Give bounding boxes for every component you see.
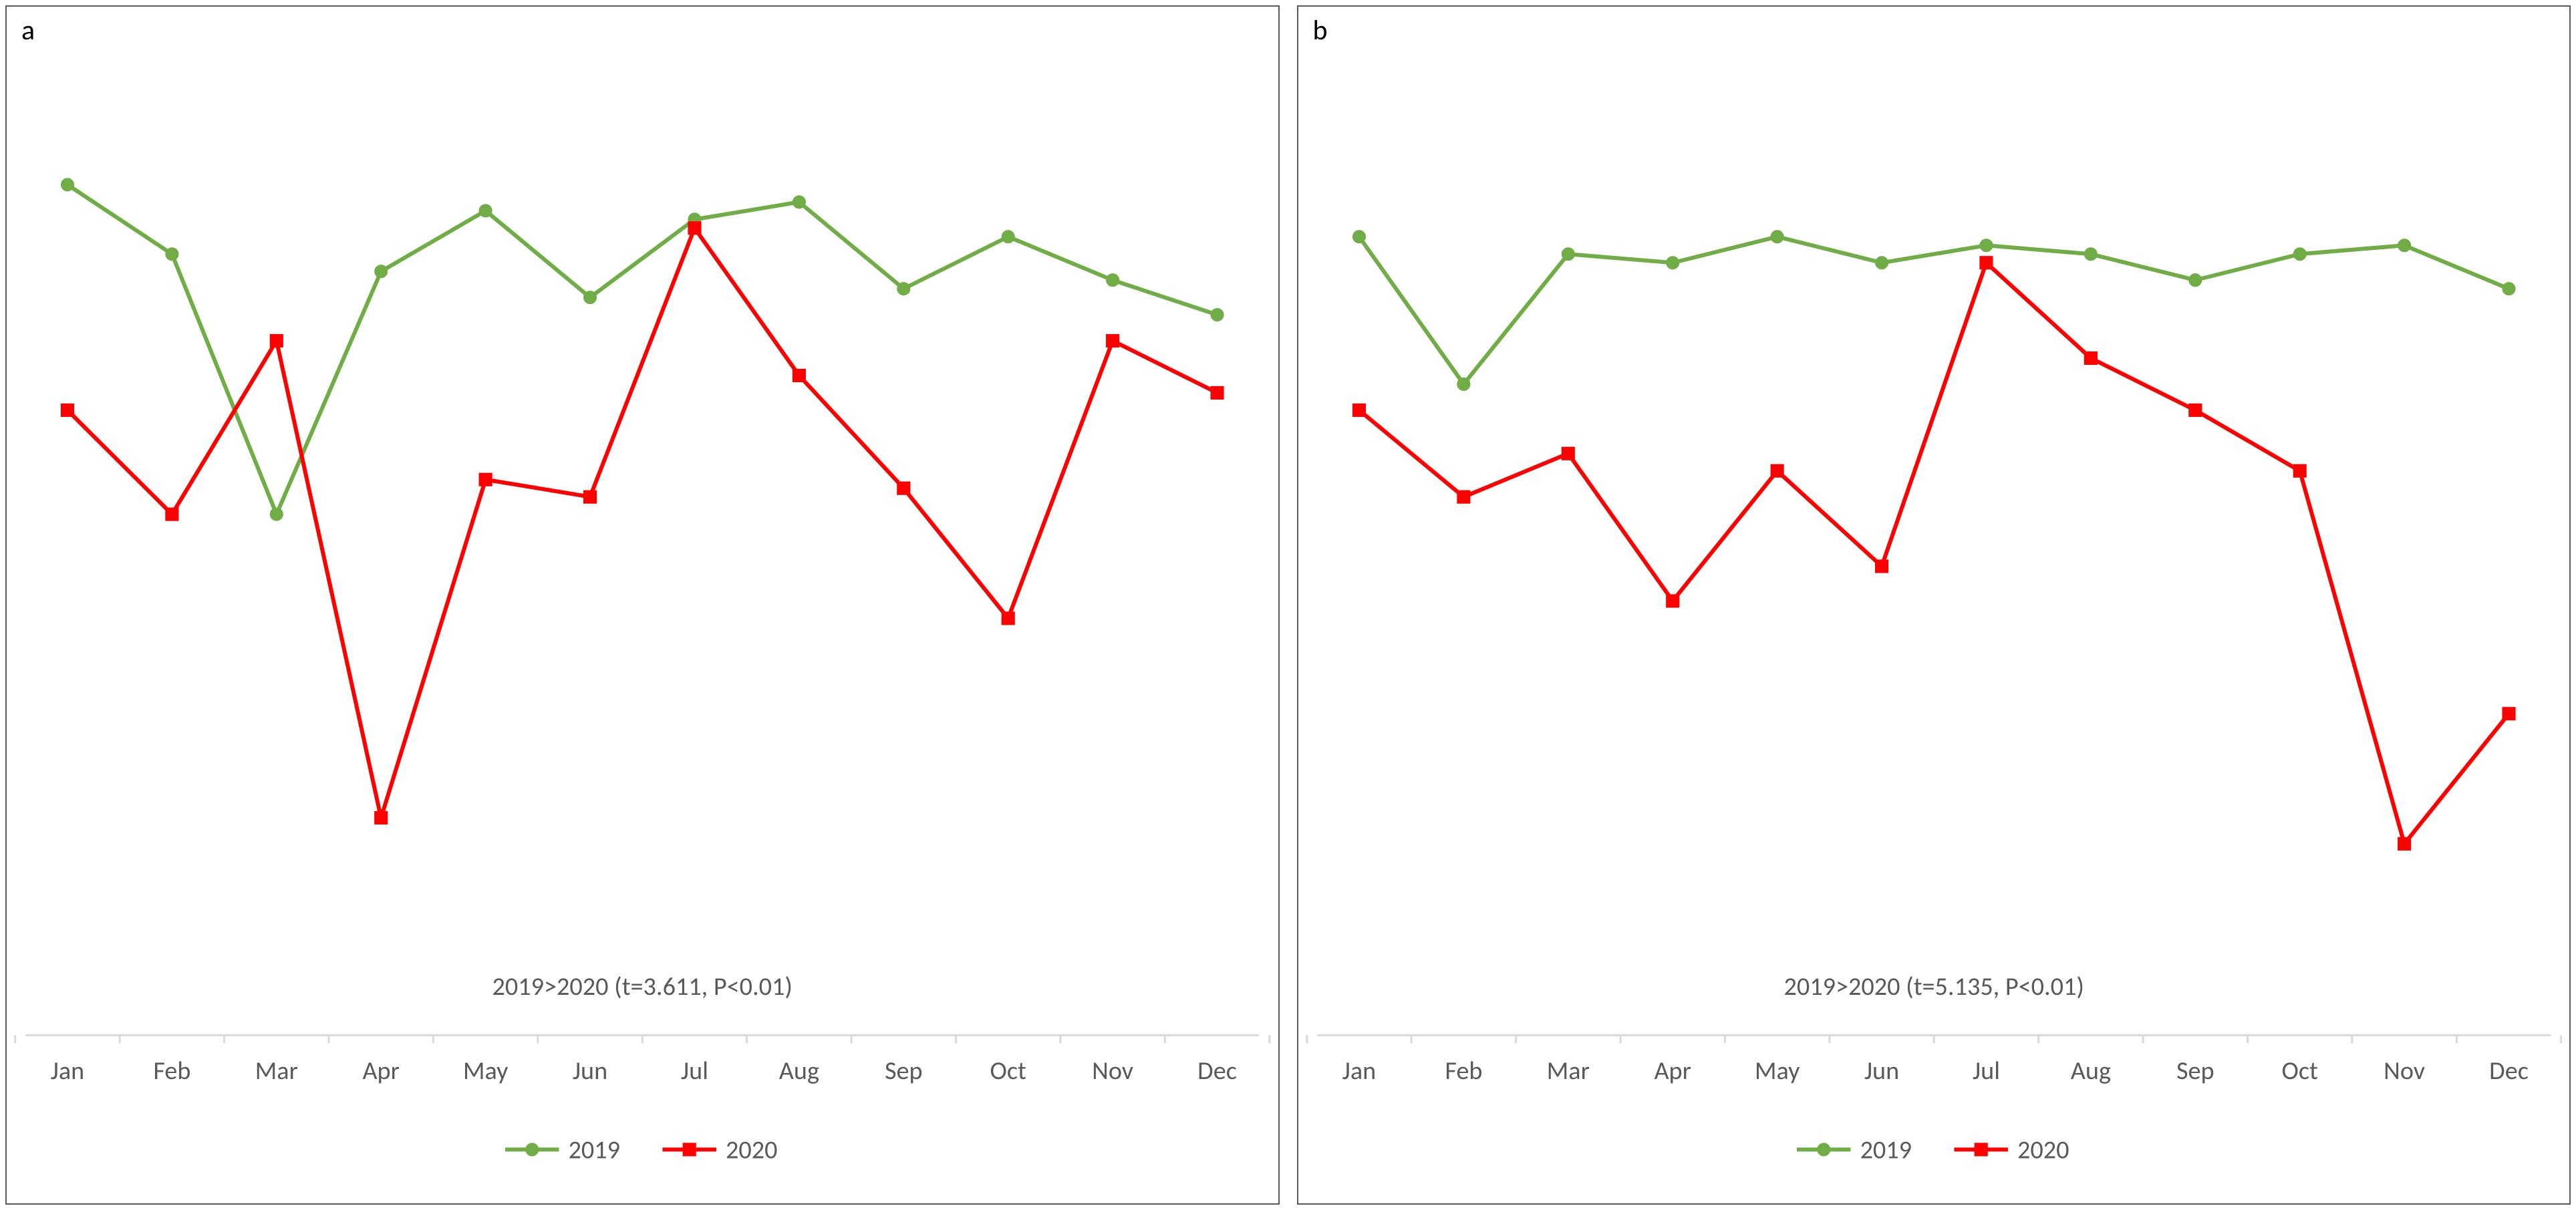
legend-marker-2019 bbox=[1818, 1143, 1830, 1155]
series-marker-2020 bbox=[1875, 560, 1887, 572]
x-axis-label: Apr bbox=[362, 1056, 400, 1086]
series-marker-2019 bbox=[793, 196, 805, 208]
legend: 2019 2020 bbox=[1796, 1135, 2069, 1166]
series-marker-2019 bbox=[1771, 231, 1783, 243]
series-marker-2019 bbox=[1002, 231, 1014, 243]
series-marker-2019 bbox=[2293, 248, 2305, 260]
series-marker-2019 bbox=[375, 265, 387, 277]
series-marker-2020 bbox=[1211, 387, 1223, 399]
series-line-2019 bbox=[67, 184, 1218, 514]
series-marker-2020 bbox=[2293, 465, 2305, 477]
series-marker-2019 bbox=[1352, 231, 1365, 243]
series-marker-2019 bbox=[2398, 239, 2410, 251]
x-axis-label: May bbox=[463, 1056, 509, 1086]
series-marker-2020 bbox=[1107, 335, 1119, 347]
series-marker-2019 bbox=[584, 291, 596, 303]
series-marker-2020 bbox=[375, 812, 387, 824]
series-marker-2020 bbox=[793, 369, 805, 382]
x-axis-label: Jun bbox=[573, 1056, 607, 1086]
x-axis-label: Apr bbox=[1654, 1056, 1691, 1086]
x-axis-label: Dec bbox=[1197, 1056, 1237, 1086]
x-axis-label: Feb bbox=[153, 1056, 190, 1086]
series-marker-2020 bbox=[897, 482, 909, 494]
series-line-2019 bbox=[1358, 237, 2509, 384]
series-line-2020 bbox=[67, 228, 1218, 818]
series-marker-2020 bbox=[1002, 612, 1014, 624]
x-axis-label: Mar bbox=[255, 1056, 298, 1086]
panel-caption: 2019>2020 (t=5.135, P<0.01) bbox=[1783, 971, 2084, 1002]
x-axis-label: Sep bbox=[2176, 1056, 2214, 1086]
series-marker-2019 bbox=[61, 178, 74, 190]
series-marker-2019 bbox=[2189, 274, 2201, 286]
x-axis-label: Nov bbox=[1092, 1056, 1133, 1086]
x-axis-label: Jul bbox=[1972, 1056, 1999, 1086]
series-marker-2020 bbox=[480, 474, 492, 486]
series-marker-2019 bbox=[1457, 378, 1469, 390]
panel-caption: 2019>2020 (t=3.611, P<0.01) bbox=[492, 971, 793, 1002]
series-marker-2020 bbox=[1667, 595, 1679, 607]
x-axis-label: Jul bbox=[681, 1056, 708, 1086]
series-marker-2020 bbox=[2502, 708, 2515, 720]
x-axis-label: Dec bbox=[2489, 1056, 2529, 1086]
panel-inner: b 2019>2020 (t=5.135, P<0.01) Jan Feb Mar Apr… bbox=[1298, 7, 2570, 1203]
legend-label-2019: 2019 bbox=[1860, 1135, 1911, 1166]
x-axis-label: Aug bbox=[2070, 1056, 2110, 1086]
legend-marker-2020 bbox=[684, 1143, 696, 1155]
series-marker-2020 bbox=[61, 404, 74, 416]
series-marker-2019 bbox=[2502, 283, 2515, 295]
panel-inner: a 2019>2020 (t=3.611, P<0.01) Jan Feb Mar Apr… bbox=[7, 7, 1278, 1203]
legend-label-2020: 2020 bbox=[726, 1135, 777, 1166]
series-marker-2019 bbox=[271, 508, 283, 520]
series-marker-2020 bbox=[1771, 465, 1783, 477]
series-marker-2020 bbox=[1352, 404, 1365, 416]
x-axis-label: Jun bbox=[1864, 1056, 1898, 1086]
series-marker-2020 bbox=[584, 491, 596, 503]
panel-b: b 2019>2020 (t=5.135, P<0.01) Jan Feb Mar Apr… bbox=[1297, 5, 2571, 1205]
x-axis-label: Feb bbox=[1445, 1056, 1482, 1086]
x-axis-label: Aug bbox=[779, 1056, 819, 1086]
legend-marker-2020 bbox=[1975, 1143, 1987, 1155]
panel-letter: a bbox=[21, 13, 35, 47]
legend: 2019 2020 bbox=[505, 1135, 778, 1166]
x-axis-label: Nov bbox=[2384, 1056, 2425, 1086]
series-marker-2020 bbox=[1980, 257, 1992, 269]
series-marker-2020 bbox=[1562, 448, 1574, 460]
series-marker-2019 bbox=[1562, 248, 1574, 260]
series-marker-2019 bbox=[1667, 257, 1679, 269]
legend-marker-2019 bbox=[526, 1143, 538, 1155]
legend-label-2019: 2019 bbox=[569, 1135, 620, 1166]
series-marker-2019 bbox=[1980, 239, 1992, 251]
series-marker-2019 bbox=[2084, 248, 2096, 260]
x-axis-label: Mar bbox=[1546, 1056, 1589, 1086]
series-marker-2020 bbox=[2084, 352, 2096, 364]
series-marker-2020 bbox=[2189, 404, 2201, 416]
panel-letter: b bbox=[1313, 13, 1328, 47]
legend-label-2020: 2020 bbox=[2017, 1135, 2069, 1166]
x-axis-label: Oct bbox=[990, 1056, 1026, 1086]
series-marker-2020 bbox=[2398, 838, 2410, 850]
series-marker-2020 bbox=[166, 508, 178, 520]
series-marker-2019 bbox=[1211, 309, 1223, 321]
series-line-2020 bbox=[1358, 263, 2509, 844]
figure-container: a 2019>2020 (t=3.611, P<0.01) Jan Feb Mar Apr… bbox=[0, 0, 2576, 1210]
series-marker-2019 bbox=[1107, 274, 1119, 286]
chart-svg: 2019>2020 (t=5.135, P<0.01) Jan Feb Mar Apr M… bbox=[1298, 7, 2570, 1203]
x-axis-label: May bbox=[1754, 1056, 1800, 1086]
series-marker-2020 bbox=[1457, 491, 1469, 503]
x-axis-label: Sep bbox=[885, 1056, 923, 1086]
series-marker-2019 bbox=[480, 204, 492, 216]
x-axis-label: Oct bbox=[2281, 1056, 2317, 1086]
panel-a: a 2019>2020 (t=3.611, P<0.01) Jan Feb Mar Apr… bbox=[5, 5, 1280, 1205]
series-marker-2019 bbox=[897, 283, 909, 295]
series-marker-2020 bbox=[688, 222, 700, 234]
chart-svg: 2019>2020 (t=3.611, P<0.01) Jan Feb Mar Apr M… bbox=[7, 7, 1278, 1203]
series-marker-2020 bbox=[271, 335, 283, 347]
series-marker-2019 bbox=[166, 248, 178, 260]
series-marker-2019 bbox=[1875, 257, 1887, 269]
x-axis-label: Jan bbox=[51, 1056, 85, 1086]
x-axis-label: Jan bbox=[1342, 1056, 1376, 1086]
